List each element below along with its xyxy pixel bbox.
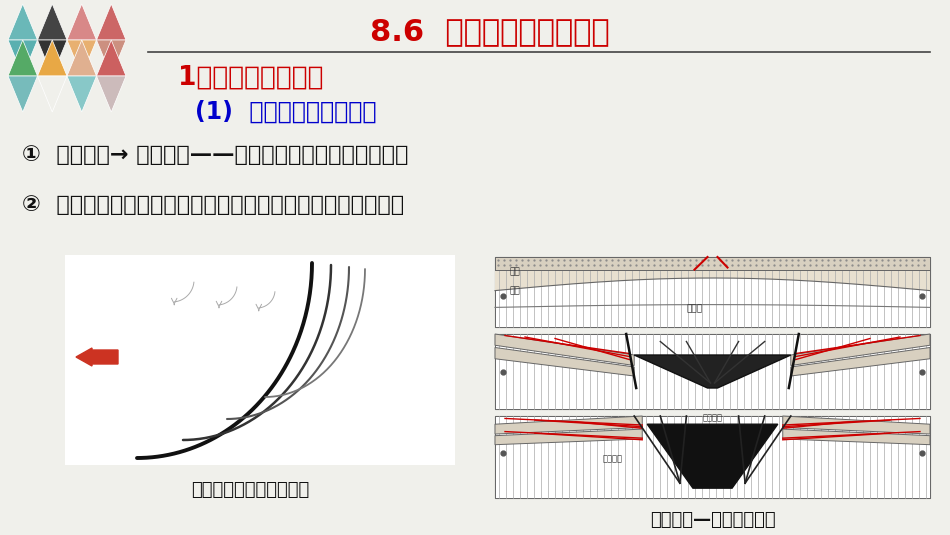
FancyArrow shape (76, 348, 118, 366)
Text: 侧向水平拉伸形成正断层: 侧向水平拉伸形成正断层 (191, 481, 309, 499)
Polygon shape (495, 429, 642, 445)
Text: ①  侧向拉伸→ 沉积盆地——边缘为正断层要求的应力状态: ① 侧向拉伸→ 沉积盆地——边缘为正断层要求的应力状态 (22, 145, 408, 165)
Polygon shape (97, 4, 126, 40)
Bar (495, 416, 930, 498)
Bar (495, 334, 930, 409)
Text: 板块离散—裂谷发育过程: 板块离散—裂谷发育过程 (650, 511, 775, 529)
Polygon shape (495, 348, 635, 376)
Polygon shape (37, 40, 67, 76)
Polygon shape (647, 424, 778, 488)
Text: 地壳: 地壳 (509, 268, 520, 277)
Text: 软流圈: 软流圈 (687, 304, 702, 314)
Text: 岩浆岩体: 岩浆岩体 (602, 454, 622, 463)
Text: 地幔: 地幔 (509, 286, 520, 295)
Polygon shape (37, 76, 67, 112)
Polygon shape (37, 40, 67, 76)
Polygon shape (783, 416, 930, 434)
Polygon shape (97, 76, 126, 112)
Bar (65, 255, 455, 465)
Polygon shape (8, 76, 37, 112)
Polygon shape (8, 40, 37, 76)
Polygon shape (67, 40, 97, 76)
Polygon shape (67, 40, 97, 76)
Polygon shape (790, 348, 930, 376)
Text: 盐类沉积: 盐类沉积 (702, 413, 723, 422)
Text: 1）正断层成因分析: 1）正断层成因分析 (178, 65, 324, 91)
Polygon shape (8, 4, 37, 40)
Polygon shape (67, 4, 97, 40)
Polygon shape (790, 334, 930, 365)
Bar (495, 257, 930, 327)
Polygon shape (495, 334, 635, 365)
Polygon shape (783, 429, 930, 445)
Bar (495, 334, 930, 409)
Polygon shape (97, 40, 126, 76)
Bar (495, 257, 930, 270)
Polygon shape (37, 4, 67, 40)
Text: 8.6  断层形成的构造背景: 8.6 断层形成的构造背景 (370, 18, 610, 47)
Bar (495, 416, 930, 498)
Text: ②  区域水平拉伸：地壳向上隆起形成垂向挤压、板块背离拉伸: ② 区域水平拉伸：地壳向上隆起形成垂向挤压、板块背离拉伸 (22, 195, 404, 215)
Bar (495, 270, 930, 327)
Text: (1)  区域性构造应力作用: (1) 区域性构造应力作用 (195, 100, 376, 124)
Polygon shape (67, 76, 97, 112)
Polygon shape (495, 416, 642, 434)
Polygon shape (495, 270, 930, 291)
Polygon shape (97, 40, 126, 76)
Polygon shape (635, 355, 790, 388)
Polygon shape (8, 40, 37, 76)
